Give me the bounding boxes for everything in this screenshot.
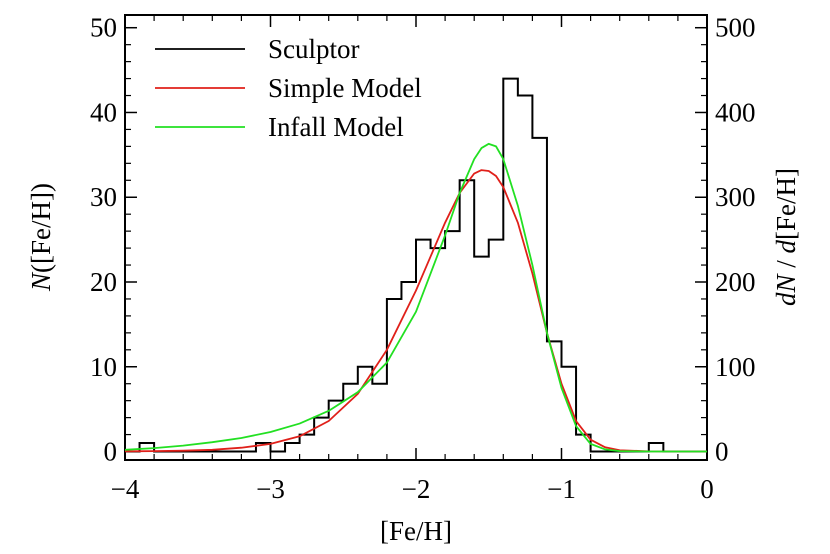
y-left-tick-label: 50 bbox=[90, 13, 117, 43]
legend-label-simple-model: Simple Model bbox=[268, 73, 422, 103]
x-tick-label: −4 bbox=[111, 474, 140, 504]
y-right-tick-label: 200 bbox=[715, 267, 756, 297]
axis-ticks bbox=[124, 15, 708, 460]
y-right-tick-label: 100 bbox=[715, 352, 756, 382]
simple-model-curve bbox=[124, 169, 707, 453]
y-axis-right-title: dN / d[Fe/H] bbox=[771, 168, 801, 306]
x-tick-label: −3 bbox=[256, 474, 285, 504]
y-right-tick-label: 0 bbox=[715, 437, 729, 467]
legend: Sculptor Simple Model Infall Model bbox=[155, 34, 422, 142]
infall-model-curve bbox=[124, 142, 707, 453]
legend-label-sculptor: Sculptor bbox=[268, 34, 360, 64]
y-right-tick-label: 500 bbox=[715, 13, 756, 43]
x-tick-label: −2 bbox=[402, 474, 431, 504]
y-left-tick-label: 0 bbox=[104, 437, 118, 467]
x-axis-title: [Fe/H] bbox=[380, 516, 452, 546]
y-axis-left-title: N([Fe/H]) bbox=[26, 183, 56, 292]
histogram-sculptor bbox=[125, 77, 707, 453]
legend-label-infall-model: Infall Model bbox=[268, 112, 404, 142]
y-right-tick-label: 300 bbox=[715, 182, 756, 212]
y-left-tick-label: 40 bbox=[90, 97, 117, 127]
data-series bbox=[124, 77, 707, 453]
y-left-tick-label: 10 bbox=[90, 352, 117, 382]
x-tick-label: 0 bbox=[700, 474, 714, 504]
x-tick-label: −1 bbox=[547, 474, 576, 504]
y-left-tick-label: 20 bbox=[90, 267, 117, 297]
y-left-tick-label: 30 bbox=[90, 182, 117, 212]
y-right-tick-label: 400 bbox=[715, 97, 756, 127]
